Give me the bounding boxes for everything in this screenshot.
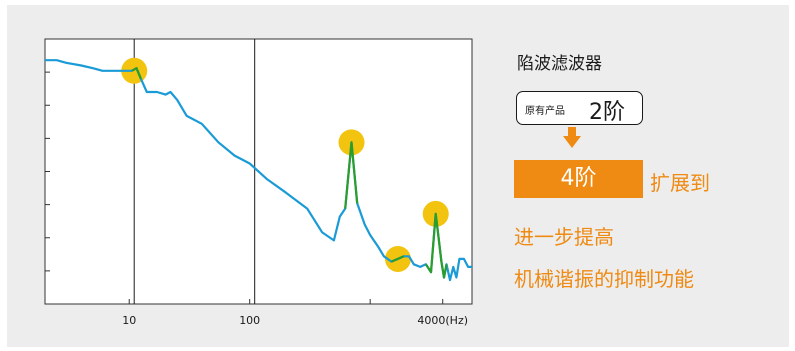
- notch-highlights: [131, 67, 448, 279]
- x-tick-label: 10: [122, 314, 136, 327]
- frequency-response-chart: 10 100 4000(Hz): [44, 38, 473, 327]
- original-order-value: 2阶: [589, 100, 625, 125]
- x-axis-ticks: [128, 299, 444, 304]
- notch-filter-title: 陷波滤波器: [517, 54, 602, 74]
- notch-highlight-segment: [390, 255, 405, 263]
- expand-to-text: 扩展到: [650, 171, 710, 195]
- original-product-label: 原有产品: [525, 106, 565, 117]
- original-product-box: 原有产品 2阶: [516, 91, 643, 125]
- notch-highlight-segment: [344, 141, 359, 209]
- y-axis-ticks: [45, 71, 50, 272]
- figure-panel: 10 100 4000(Hz) 陷波滤波器 原有产品 2阶 4阶 扩展到 进一步提高…: [7, 5, 789, 347]
- x-tick-label: 100: [239, 314, 260, 327]
- notch-highlight-segment: [424, 212, 448, 279]
- x-tick-label: 4000(Hz): [417, 314, 468, 327]
- notch-highlight-segment: [131, 67, 142, 80]
- new-order-badge: 4阶: [514, 160, 643, 198]
- improvement-text: 进一步提高: [514, 225, 614, 249]
- x-tick-labels: 10 100 4000(Hz): [122, 314, 468, 327]
- down-arrow-icon: [563, 127, 581, 148]
- notch-markers: [121, 57, 449, 272]
- suppression-text: 机械谐振的抑制功能: [514, 267, 694, 291]
